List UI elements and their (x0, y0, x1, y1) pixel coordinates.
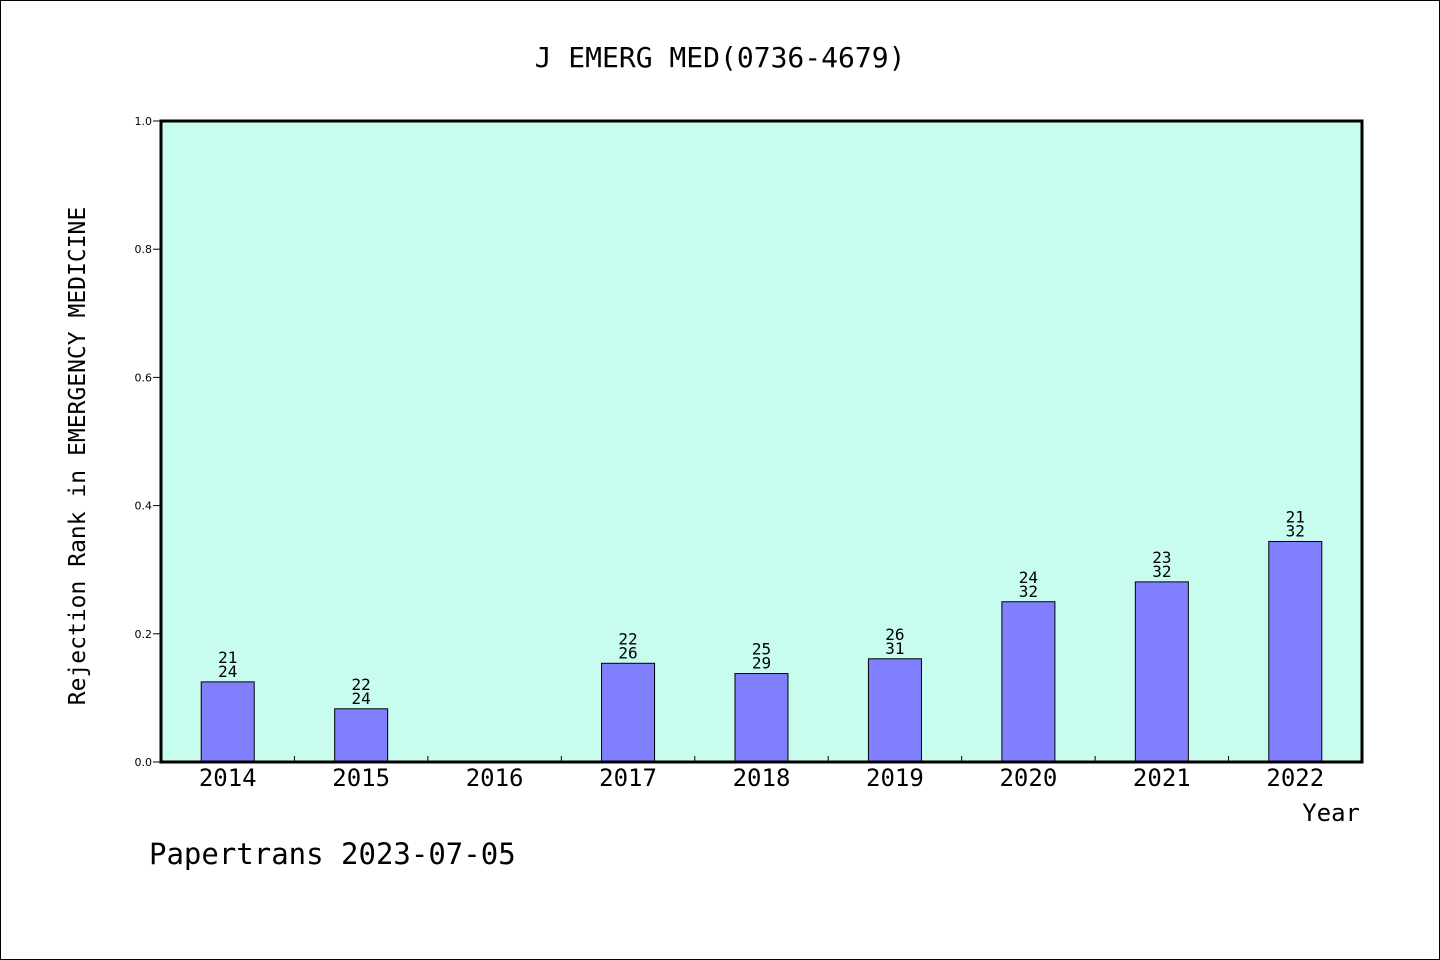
x-tick-label: 2014 (199, 764, 257, 792)
bar-label-rank: 21 (1286, 507, 1305, 526)
y-axis: 0.0 0.2 0.4 0.6 0.8 1.0 (135, 115, 161, 769)
bar-label-rank: 25 (752, 640, 771, 659)
bar-2015 (334, 708, 389, 763)
bar-2017 (601, 662, 656, 763)
bar-label-total: 24 (352, 689, 371, 708)
x-tick-label: 2020 (999, 764, 1057, 792)
bar-label-total: 26 (618, 643, 637, 662)
y-axis-label: Rejection Rank in EMERGENCY MEDICINE (65, 207, 91, 706)
bar-label-rank: 22 (352, 675, 371, 694)
y-tick-label: 0.0 (135, 756, 153, 769)
bars-group (200, 540, 1323, 763)
bar-2022 (1268, 540, 1323, 763)
y-tick-label: 0.8 (135, 243, 153, 256)
x-tick-label: 2015 (332, 764, 390, 792)
bar-2019 (867, 658, 922, 763)
y-tick-label: 1.0 (135, 115, 153, 128)
bar-label-total: 29 (752, 654, 771, 673)
bar-label-rank: 26 (885, 625, 904, 644)
bar-label-rank: 24 (1019, 568, 1038, 587)
x-tick-label: 2017 (599, 764, 657, 792)
x-tick-label: 2022 (1266, 764, 1324, 792)
x-axis-label: Year (1302, 799, 1360, 827)
x-tick-label: 2021 (1133, 764, 1191, 792)
bar-label-total: 32 (1286, 521, 1305, 540)
bar-label-rank: 21 (218, 648, 237, 667)
footer-watermark: Papertrans 2023-07-05 (149, 837, 516, 871)
bar-label-total: 31 (885, 639, 904, 658)
x-tick-label: 2019 (866, 764, 924, 792)
x-tick-label: 2016 (466, 764, 524, 792)
bar-2014 (200, 681, 255, 763)
y-tick-label: 0.6 (135, 371, 153, 384)
bar-2020 (1001, 601, 1056, 763)
x-tick-label: 2018 (733, 764, 791, 792)
bar-2021 (1134, 581, 1189, 763)
bar-label-total: 32 (1152, 562, 1171, 581)
bar-label-rank: 22 (618, 629, 637, 648)
bar-2018 (734, 673, 789, 763)
y-tick-label: 0.2 (135, 628, 153, 641)
bar-label-total: 32 (1019, 582, 1038, 601)
chart-title: J EMERG MED(0736-4679) (535, 41, 906, 74)
x-axis: 2014 2015 2016 2017 2018 2019 2020 2021 2022 (199, 756, 1324, 792)
bar-label-total: 24 (218, 662, 237, 681)
plot-border (159, 119, 1364, 764)
y-tick-label: 0.4 (135, 500, 153, 513)
bar-label-rank: 23 (1152, 548, 1171, 567)
